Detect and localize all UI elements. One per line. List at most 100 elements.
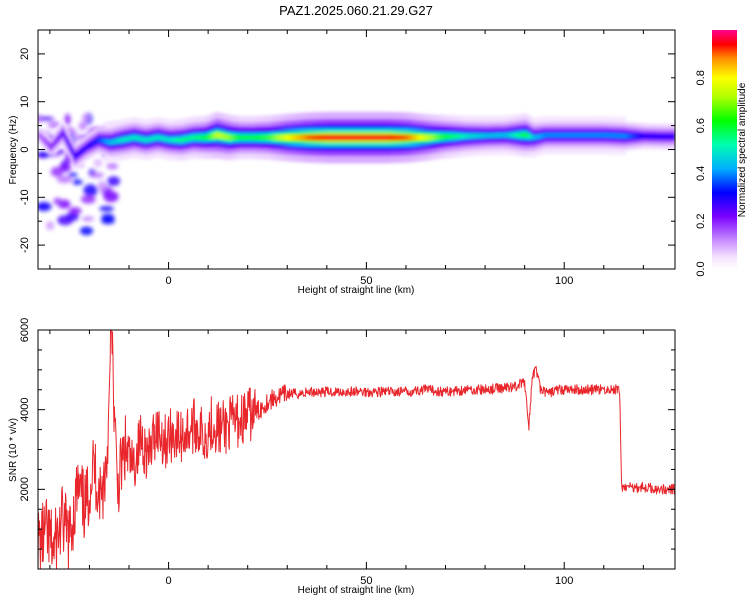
- y-tick-label: 10: [19, 96, 31, 108]
- spectrogram-cell: [649, 134, 652, 139]
- spectrogram-cell: [170, 137, 174, 143]
- spectrogram-cell: [65, 138, 69, 143]
- spectrogram-cell: [190, 135, 193, 141]
- spectrogram-cell: [429, 134, 433, 140]
- spectrogram-cell: [269, 135, 273, 140]
- spectrogram-cell: [38, 201, 52, 212]
- snr-x-axis-label: Height of straight line (km): [298, 585, 415, 596]
- spectrogram-cell: [479, 133, 482, 138]
- spectrogram-cell: [439, 134, 443, 140]
- spectrogram-cell: [338, 134, 342, 141]
- spectrogram-cell: [574, 133, 577, 138]
- spectrogram-cell: [617, 133, 621, 138]
- spectrogram-cell: [651, 134, 654, 139]
- spectrogram-cell: [528, 134, 532, 139]
- spectrogram-cell: [134, 135, 138, 141]
- spectrogram-cell: [307, 134, 310, 141]
- spectrogram-cell: [59, 162, 72, 173]
- spectrogram-cell: [237, 135, 241, 140]
- spectrogram-cell: [603, 133, 607, 138]
- spectrogram-cell: [625, 134, 629, 139]
- spectrogram-cell: [633, 134, 637, 139]
- colorbar-tick-label: 0.4: [695, 166, 707, 181]
- spectrogram-cell: [53, 197, 62, 205]
- spectrogram-cell: [115, 138, 118, 144]
- spectrogram-cell: [113, 139, 116, 144]
- spectrogram-cell: [591, 133, 595, 138]
- spectrogram-cell: [366, 134, 369, 141]
- spectrogram-cell: [542, 133, 546, 138]
- spectrogram-cell: [322, 134, 326, 141]
- spectrogram-cell: [105, 139, 108, 144]
- colorbar-tick-label: 0.0: [695, 261, 707, 276]
- spectrogram-cell: [483, 133, 486, 138]
- spectrogram-cell: [409, 134, 413, 141]
- spectrogram-cell: [106, 162, 119, 170]
- spectrogram-cell: [538, 134, 542, 139]
- spectrogram-cell: [356, 134, 360, 141]
- spectrogram-cell: [324, 134, 328, 141]
- spectrogram-cell: [392, 134, 395, 141]
- spectrogram-cell: [584, 133, 587, 138]
- y-tick-label: 4000: [19, 397, 31, 421]
- spectrogram-cell: [554, 133, 557, 138]
- spectrogram-x-tick-labels: 0 50 100: [166, 275, 574, 287]
- spectrogram-cell: [396, 134, 399, 141]
- spectrogram-cell: [231, 135, 235, 140]
- spectrogram-cell: [465, 133, 468, 139]
- spectrogram-cell: [182, 137, 185, 142]
- spectrogram-cell: [526, 133, 530, 138]
- spectrogram-cell: [400, 134, 403, 141]
- spectrogram-cell: [208, 134, 211, 140]
- spectrogram-cell: [516, 132, 520, 138]
- spectrogram-cell: [267, 135, 271, 140]
- spectrogram-cell: [348, 134, 352, 141]
- spectrogram-cell: [235, 135, 239, 140]
- spectrogram-cell: [653, 134, 656, 139]
- spectrogram-cell: [87, 143, 91, 148]
- spectrogram-cell: [643, 134, 646, 138]
- spectrogram-cell: [133, 135, 136, 140]
- spectrogram-cell: [51, 142, 55, 147]
- spectrogram-cell: [390, 134, 393, 141]
- spectrogram-cell: [475, 133, 478, 139]
- spectrogram-cell: [588, 133, 591, 138]
- spectrogram-cell: [206, 134, 209, 140]
- spectrogram-cell: [665, 134, 668, 139]
- spectrogram-cell: [123, 137, 126, 142]
- spectrogram-cell: [89, 142, 92, 147]
- spectrogram-cell: [481, 133, 484, 138]
- spectrogram-cell: [277, 135, 280, 141]
- spectrogram-cell: [572, 133, 575, 138]
- spectrogram-cell: [578, 133, 581, 138]
- spectrogram-cell: [42, 137, 45, 141]
- spectrogram-cell: [524, 132, 528, 138]
- spectrogram-cell: [216, 132, 219, 138]
- spectrogram-cell: [68, 207, 82, 215]
- spectrogram-cell: [459, 134, 462, 139]
- spectrogram-cell: [38, 133, 41, 137]
- spectrogram-cell: [83, 184, 98, 197]
- spectrogram-cell: [388, 134, 391, 141]
- spectrogram-cell: [659, 134, 662, 139]
- spectrogram-cell: [309, 134, 312, 141]
- spectrogram-cell: [360, 134, 364, 141]
- colorbar-tick-labels: 0.0 0.2 0.4 0.6 0.8: [695, 70, 707, 276]
- spectrogram-cell: [194, 135, 197, 140]
- spectrogram-cell: [673, 134, 675, 139]
- spectrogram-cell: [520, 132, 524, 138]
- spectrogram-cell: [487, 133, 490, 138]
- spectrogram-cell: [508, 133, 512, 138]
- snr-y-tick-labels: 2000 4000 6000: [19, 318, 31, 502]
- spectrogram-cell: [279, 135, 282, 141]
- spectrogram-cell: [599, 133, 603, 138]
- spectrogram-cell: [406, 134, 409, 141]
- spectrogram-cell: [164, 136, 168, 142]
- spectrogram-cell: [370, 134, 373, 141]
- spectrogram-cell: [512, 132, 516, 138]
- spectrogram-cell: [358, 134, 362, 141]
- spectrogram-cell: [453, 134, 456, 139]
- spectrogram-cell: [80, 195, 96, 204]
- spectrogram-cell: [386, 134, 389, 141]
- spectrogram-cell: [506, 133, 510, 138]
